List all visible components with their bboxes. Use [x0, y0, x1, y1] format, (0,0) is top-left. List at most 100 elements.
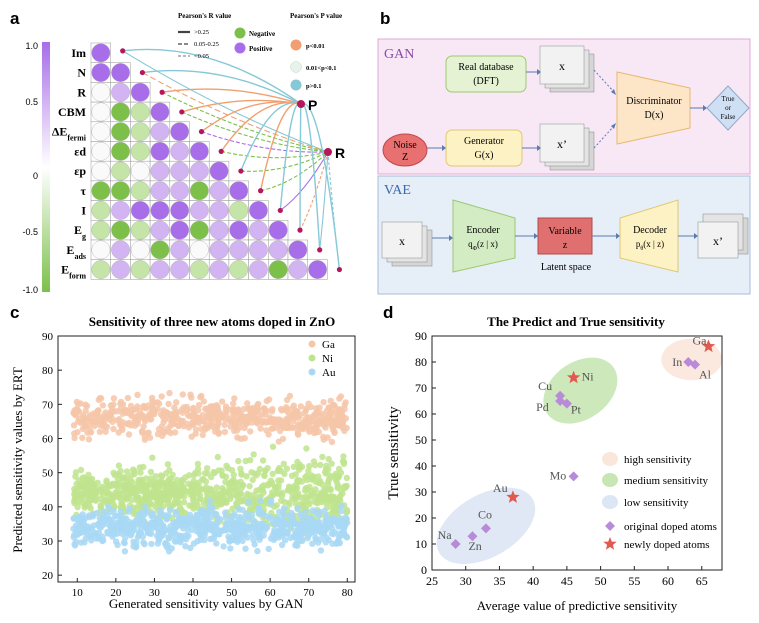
scatter-point-ni — [312, 478, 319, 485]
matrix-circle — [91, 122, 111, 141]
scatter-point-ga — [277, 405, 285, 413]
legend-label-au: Au — [322, 367, 336, 379]
scatter-point-ga — [303, 405, 310, 412]
scatter-point-ga — [165, 400, 172, 408]
scatter-point-ni — [214, 453, 221, 461]
scatter-point-au — [215, 530, 222, 537]
legend-p2-label: 0.01<p<0.1 — [306, 65, 337, 72]
matrix-circle — [229, 201, 249, 220]
y-tick-label: 50 — [415, 433, 427, 447]
real-database-box — [445, 55, 527, 93]
scatter-point-ni — [183, 488, 190, 495]
variable-node — [317, 247, 323, 253]
scatter-point-ni — [147, 475, 155, 482]
scatter-point-ga — [336, 407, 343, 414]
scatter-point-ni — [179, 477, 187, 484]
chart-c-points — [70, 389, 351, 555]
chart-c-frame — [57, 335, 356, 583]
scatter-point-ga — [278, 422, 286, 430]
matrix-circle — [130, 220, 150, 240]
matrix-circle — [150, 220, 170, 240]
scatter-point-au — [325, 516, 332, 523]
scatter-point-ni — [343, 474, 350, 482]
y-tick-label: 20 — [415, 511, 427, 525]
scatter-point-au — [245, 498, 253, 505]
scatter-point-ni — [243, 473, 250, 480]
scatter-point-ga — [163, 412, 171, 419]
scatter-point-ga — [103, 423, 111, 430]
scatter-point-ni — [296, 461, 304, 468]
scatter-point-au — [257, 497, 264, 504]
variable-node — [179, 109, 185, 115]
legend-p-title: Pearson's P value — [290, 12, 342, 20]
scatter-point-ga — [84, 429, 91, 436]
mantel-links — [120, 48, 342, 273]
variable-box — [537, 217, 593, 255]
x-tick-label: 25 — [426, 574, 438, 588]
y-tick-label: 20 — [42, 570, 54, 582]
scatter-point-ga — [244, 400, 251, 407]
scatter-point-au — [268, 497, 275, 504]
scatter-point-ni — [189, 494, 197, 501]
scatter-point-au — [329, 540, 336, 547]
scatter-point-ni — [77, 466, 85, 474]
scatter-point-ga — [321, 412, 328, 419]
scatter-point-ni — [325, 455, 332, 463]
variable-node — [159, 89, 165, 95]
scatter-point-au — [309, 540, 316, 547]
scatter-point-au — [227, 526, 234, 533]
scatter-point-au — [331, 516, 339, 524]
scatter-point-ni — [246, 483, 253, 490]
latent-space-label: Latent space — [541, 262, 592, 273]
scatter-point-au — [163, 544, 170, 551]
gan-xprime-label: x’ — [557, 137, 567, 151]
scatter-point-ga — [99, 402, 107, 409]
scatter-point-ni — [292, 471, 299, 478]
scatter-point-au — [282, 519, 289, 526]
x-tick-label: 70 — [303, 587, 315, 599]
legend-line-strong-label: >0.25 — [194, 29, 209, 36]
scatter-point-ni — [133, 497, 141, 504]
scatter-point-au — [132, 544, 140, 551]
matrix-circle — [229, 260, 249, 279]
scatter-point-ni — [194, 501, 201, 509]
scatter-point-ni — [273, 502, 280, 509]
scatter-point-au — [290, 533, 297, 540]
scatter-point-ni — [274, 490, 281, 497]
scatter-point-ni — [173, 476, 181, 484]
variable-label: ΔEfermi — [52, 125, 87, 143]
legend-p1-marker — [290, 39, 302, 51]
gan-arrows — [427, 69, 707, 151]
scatter-point-ga — [268, 408, 276, 415]
scatter-point-ni — [250, 451, 257, 458]
scatter-point-au — [321, 507, 328, 515]
panel-d: d The Predict and True sensitivity Ga In A… — [383, 303, 723, 613]
matrix-circle — [209, 181, 229, 201]
scatter-point-ga — [310, 412, 317, 420]
chart-d-xlabel: Average value of predictive sensitivity — [477, 598, 678, 613]
scatter-point-au — [132, 518, 139, 525]
scatter-point-ga — [159, 432, 166, 439]
scatter-point-au — [109, 523, 117, 530]
scatter-point-ga — [212, 413, 219, 421]
scatter-point-ni — [112, 489, 119, 496]
scatter-point-ni — [271, 484, 279, 491]
scatter-point-au — [166, 506, 174, 513]
scatter-point-ga — [190, 404, 197, 412]
scatter-point-ni — [135, 502, 142, 509]
discriminator-label: Discriminator — [626, 96, 682, 107]
scatter-point-ga — [121, 409, 129, 416]
legend-negative-marker — [234, 27, 246, 39]
y-tick-label: 90 — [42, 331, 54, 343]
vae-arrows — [432, 233, 698, 241]
chart-c-ylabel: Predicted sensitivity values by ERT — [10, 367, 25, 553]
scatter-point-ga — [221, 428, 229, 436]
scatter-point-ga — [97, 395, 105, 402]
scatter-point-ga — [111, 408, 118, 415]
matrix-circle — [209, 201, 229, 220]
scatter-point-ni — [200, 476, 207, 483]
matrix-circle — [170, 201, 189, 220]
legend-marker-ni — [308, 354, 316, 362]
point-label-na: Na — [438, 528, 453, 542]
